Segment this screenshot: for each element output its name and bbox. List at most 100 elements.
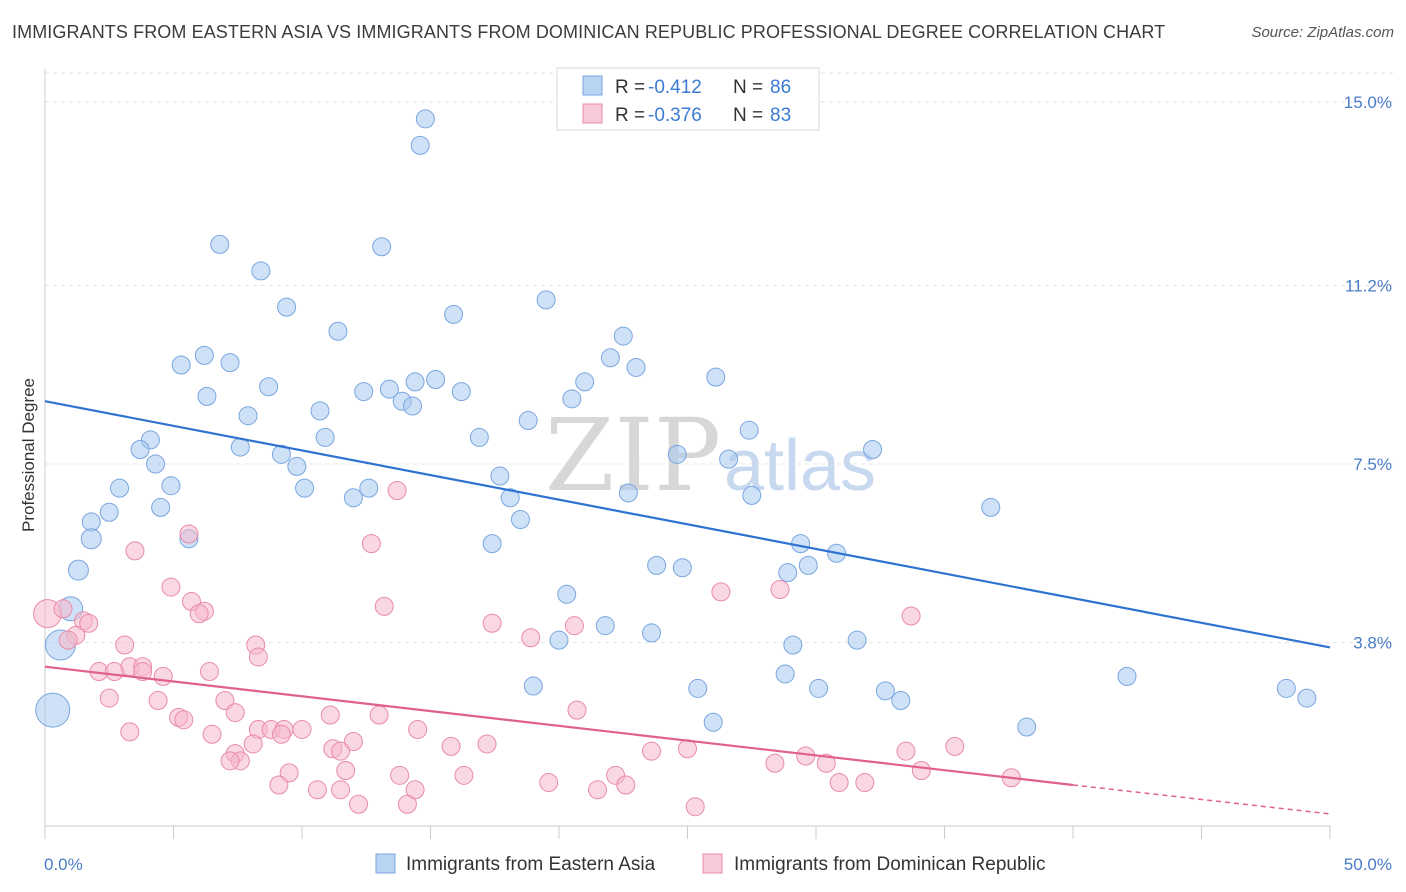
data-points (33, 109, 1317, 817)
point-s0-45 (295, 478, 315, 498)
point-s1-46 (202, 724, 222, 744)
point-s0-85 (35, 692, 71, 728)
point-s0-26 (403, 396, 423, 416)
point-s0-27 (238, 406, 258, 426)
point-s1-72 (539, 773, 559, 793)
point-s0-42 (490, 466, 510, 486)
point-s1-58 (765, 753, 785, 773)
point-s0-40 (146, 454, 166, 474)
point-s0-72 (783, 635, 803, 655)
point-s0-34 (315, 427, 335, 447)
point-s1-47 (271, 724, 291, 744)
point-s1-37 (567, 700, 587, 720)
point-s1-0 (387, 481, 407, 501)
series-swatch-eastern-asia (375, 853, 396, 874)
point-s1-2 (361, 534, 381, 554)
point-s1-62 (816, 753, 836, 773)
point-s0-65 (778, 563, 798, 583)
point-s1-75 (829, 773, 849, 793)
point-s0-11 (220, 353, 240, 373)
point-s1-15 (79, 613, 99, 633)
point-s1-67 (390, 765, 410, 785)
legend-r-label-2: R = (615, 105, 645, 126)
point-s1-76 (307, 780, 327, 800)
point-s0-47 (343, 488, 363, 508)
point-s1-79 (588, 780, 608, 800)
source-label: Source: ZipAtlas.com (1251, 24, 1394, 41)
x-tick-label-max: 50.0% (1344, 855, 1392, 874)
series-legend: Immigrants from Eastern Asia Immigrants … (375, 853, 1046, 875)
point-s1-29 (153, 666, 173, 686)
point-s1-30 (199, 662, 219, 682)
point-s1-71 (269, 775, 289, 795)
point-s1-57 (945, 736, 965, 756)
point-s0-12 (171, 355, 191, 375)
legend-n-value-1: 86 (770, 77, 791, 98)
point-s1-3 (125, 541, 145, 561)
point-s1-74 (855, 773, 875, 793)
grid (45, 72, 1395, 644)
point-s1-33 (148, 691, 168, 710)
point-s1-65 (336, 760, 356, 780)
point-s1-4 (161, 577, 181, 597)
point-s0-83 (703, 712, 723, 732)
y-axis-label: Professional Degree (19, 378, 38, 532)
point-s1-5 (770, 579, 790, 599)
point-s1-54 (642, 741, 662, 761)
point-s0-56 (80, 528, 102, 550)
point-s0-4 (251, 261, 271, 281)
point-s1-22 (521, 628, 541, 648)
legend-n-value-2: 83 (770, 105, 791, 126)
point-s1-36 (320, 705, 340, 725)
point-s0-54 (81, 512, 101, 532)
point-s0-20 (451, 382, 471, 402)
point-s0-53 (99, 502, 119, 522)
trend-lines (44, 400, 1331, 815)
point-s0-36 (271, 444, 291, 464)
point-s0-35 (469, 427, 489, 447)
point-s0-64 (798, 555, 818, 575)
point-s1-9 (374, 596, 394, 616)
point-s0-43 (161, 476, 181, 496)
legend-n-label-1: N = (733, 77, 763, 98)
point-s1-61 (220, 751, 240, 771)
point-s0-22 (575, 372, 595, 392)
point-s1-32 (215, 691, 235, 710)
point-s0-15 (426, 370, 446, 390)
point-s0-2 (210, 234, 230, 254)
point-s1-28 (133, 662, 153, 682)
point-s1-17 (564, 616, 584, 636)
point-s1-34 (225, 703, 245, 723)
point-s0-80 (1117, 666, 1137, 686)
y-tick-label-1: 7.5% (1353, 455, 1392, 474)
point-s1-1 (179, 524, 199, 544)
point-s0-10 (194, 345, 214, 365)
legend-r-label-1: R = (615, 77, 645, 98)
x-tick-label-min: 0.0% (44, 855, 83, 874)
point-s0-71 (847, 630, 867, 650)
point-s1-68 (454, 765, 474, 785)
point-s1-10 (189, 604, 209, 624)
point-s0-82 (1297, 688, 1317, 708)
point-s0-62 (647, 555, 667, 575)
point-s0-41 (287, 456, 307, 476)
point-s1-45 (120, 722, 140, 742)
point-s0-63 (672, 558, 692, 578)
point-s0-6 (444, 304, 464, 324)
point-s1-35 (369, 705, 389, 725)
point-s0-16 (405, 372, 425, 392)
series-swatch-dominican (702, 853, 723, 874)
legend-swatch-eastern-asia (582, 75, 603, 96)
point-s0-79 (891, 691, 911, 710)
point-s0-44 (110, 478, 130, 498)
y-tick-label-2: 11.2% (1345, 276, 1392, 295)
point-s1-53 (331, 741, 351, 761)
y-tick-labels: 3.8% 7.5% 11.2% 15.0% (1344, 93, 1392, 653)
point-s0-68 (595, 616, 615, 636)
point-s0-5 (277, 297, 297, 317)
point-s1-80 (349, 794, 369, 814)
point-s0-55 (510, 509, 530, 529)
point-s0-17 (259, 377, 279, 397)
point-s1-23 (248, 647, 268, 667)
